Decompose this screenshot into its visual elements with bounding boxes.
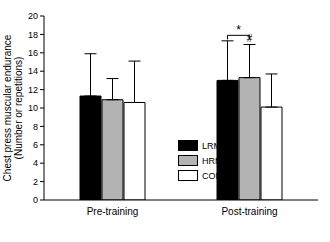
html-text:CON: CON — [202, 170, 222, 181]
svg-text:14: 14 — [28, 66, 38, 76]
svg-text:20: 20 — [28, 11, 38, 21]
svg-text:Post-training: Post-training — [221, 206, 277, 217]
svg-text:#: # — [247, 33, 253, 44]
svg-text:10: 10 — [28, 103, 38, 113]
html-text:HRM: HRM — [202, 155, 223, 166]
svg-text:8: 8 — [33, 122, 38, 132]
svg-text:0: 0 — [33, 195, 38, 205]
html-text:LRM: LRM — [202, 140, 221, 151]
svg-text:16: 16 — [28, 48, 38, 58]
svg-text:Pre-training: Pre-training — [87, 206, 139, 217]
svg-text:4: 4 — [33, 158, 38, 168]
svg-text:(Number or repetitions): (Number or repetitions) — [13, 57, 24, 160]
svg-text:12: 12 — [28, 85, 38, 95]
svg-text:18: 18 — [28, 30, 38, 40]
svg-text:2: 2 — [33, 177, 38, 187]
svg-text:*: * — [236, 23, 241, 37]
svg-text:6: 6 — [33, 140, 38, 150]
